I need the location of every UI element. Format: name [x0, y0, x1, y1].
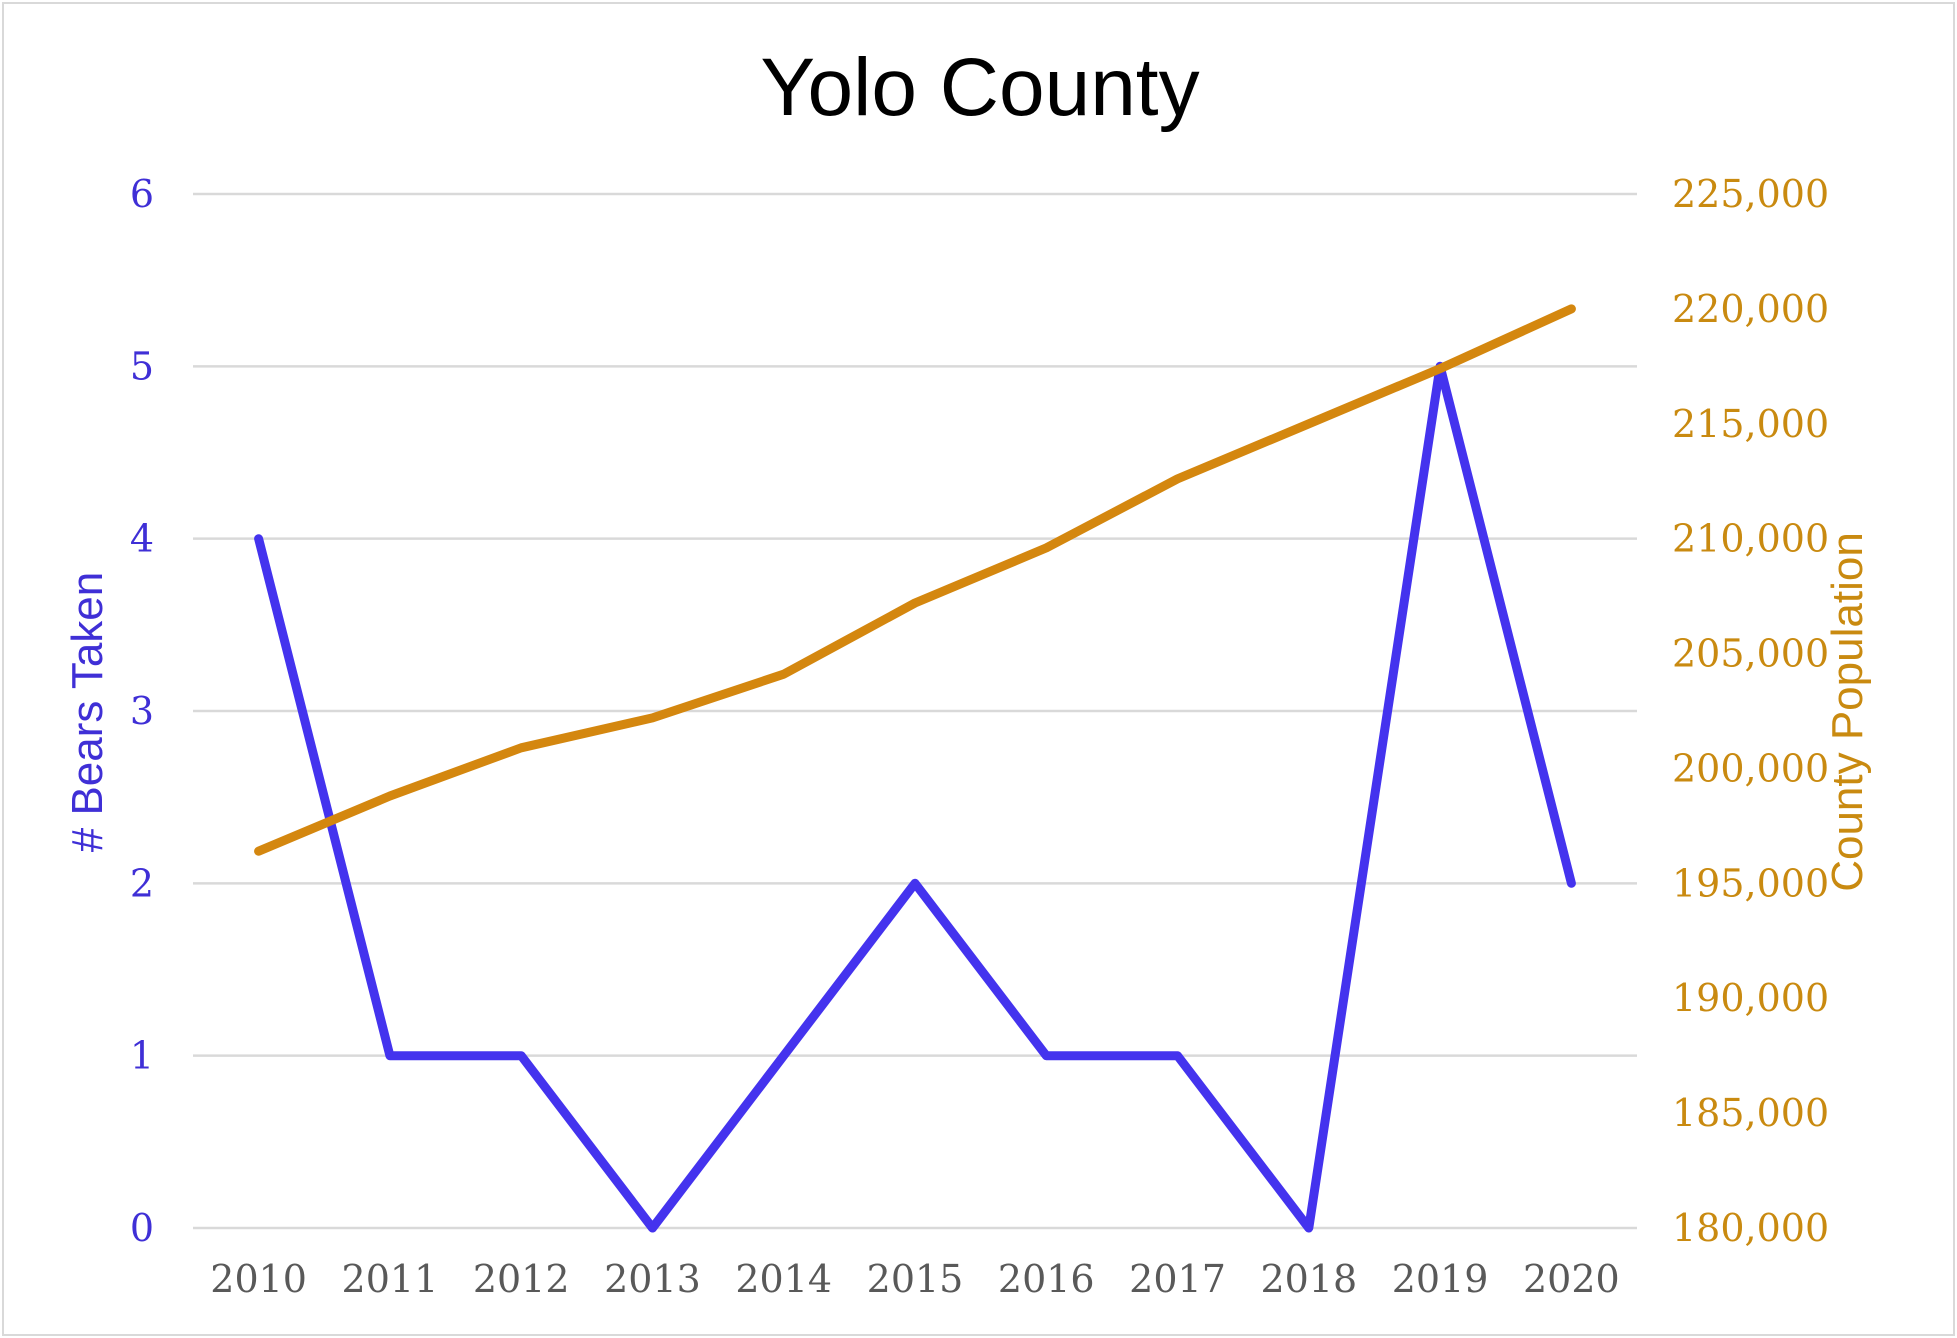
x-axis-tick-label: 2014 — [735, 1257, 832, 1301]
chart-title: Yolo County — [760, 42, 1199, 133]
series-line-left-axis — [254, 361, 1576, 1233]
x-axis-tick-label: 2020 — [1523, 1257, 1620, 1301]
right-axis-title: County Population — [1823, 532, 1872, 892]
x-axis-tick-label: 2019 — [1392, 1257, 1489, 1301]
left-axis-tick-label: 5 — [130, 344, 154, 388]
left-axis-tick-label: 6 — [130, 172, 154, 216]
right-axis-tick-label: 190,000 — [1672, 976, 1829, 1020]
right-axis-tick-label: 220,000 — [1672, 287, 1829, 331]
x-axis-tick-label: 2010 — [210, 1257, 307, 1301]
left-axis-tick-label: 1 — [130, 1034, 154, 1078]
x-axis-tick-label: 2015 — [867, 1257, 964, 1301]
x-axis-tick-label: 2018 — [1260, 1257, 1357, 1301]
right-axis-ticks: 180,000 185,000 190,000 195,000 200,000 205,0… — [1672, 172, 1829, 1250]
left-axis-tick-label: 0 — [130, 1206, 154, 1250]
x-axis-tick-label: 2011 — [342, 1257, 439, 1301]
right-axis-tick-label: 185,000 — [1672, 1091, 1829, 1135]
x-axis-tick-label: 2013 — [604, 1257, 701, 1301]
x-axis-ticks: 2010 2011 2012 2013 2014 2015 2016 2017 2018 2019… — [210, 1257, 1619, 1301]
gridlines — [193, 192, 1637, 1230]
series-layer — [254, 304, 1576, 1233]
left-axis-tick-label: 3 — [130, 689, 154, 733]
left-axis-ticks: 0 1 2 3 4 5 6 — [130, 172, 154, 1250]
right-axis-tick-label: 205,000 — [1672, 632, 1829, 676]
series-line-right-axis — [254, 304, 1576, 856]
right-axis-tick-label: 225,000 — [1672, 172, 1829, 216]
left-axis-tick-label: 2 — [130, 861, 154, 905]
left-axis-title: # Bears Taken — [63, 572, 112, 852]
right-axis-tick-label: 215,000 — [1672, 402, 1829, 446]
right-axis-tick-label: 180,000 — [1672, 1206, 1829, 1250]
x-axis-tick-label: 2012 — [473, 1257, 570, 1301]
left-axis-tick-label: 4 — [130, 517, 154, 561]
right-axis-tick-label: 200,000 — [1672, 746, 1829, 790]
x-axis-tick-label: 2017 — [1129, 1257, 1226, 1301]
right-axis-tick-label: 195,000 — [1672, 861, 1829, 905]
right-axis-tick-label: 210,000 — [1672, 517, 1829, 561]
x-axis-tick-label: 2016 — [998, 1257, 1095, 1301]
